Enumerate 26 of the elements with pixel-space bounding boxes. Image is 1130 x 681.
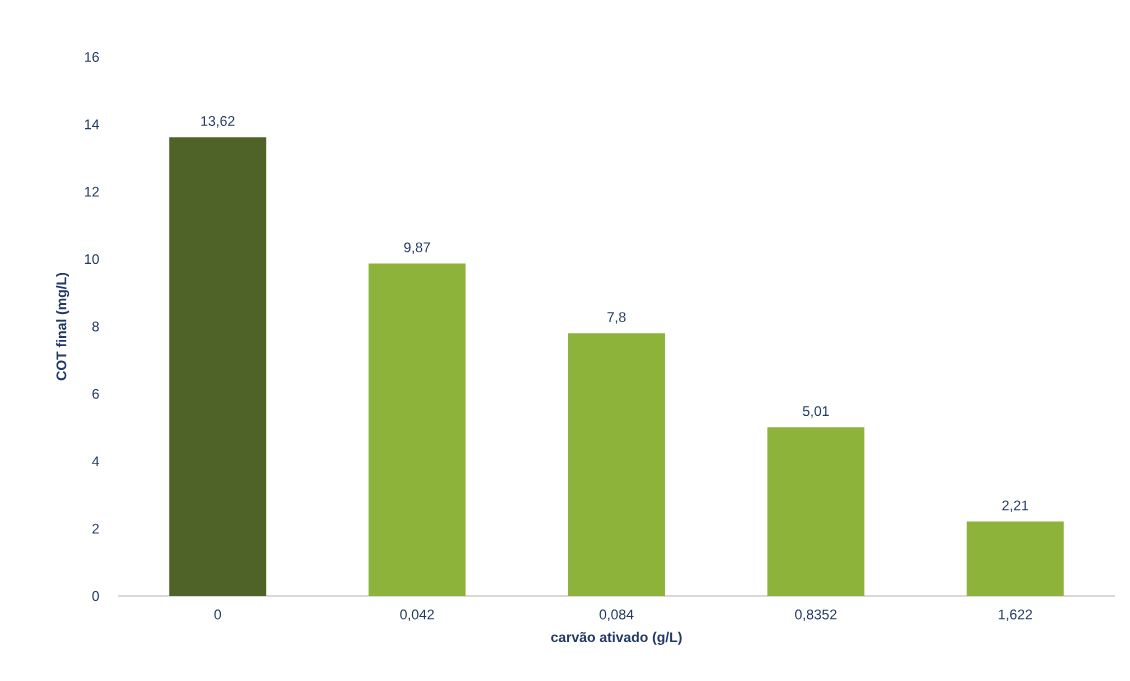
y-tick-label: 6 — [92, 388, 99, 399]
data-label: 13,62 — [201, 116, 235, 128]
x-tick-label: 0,084 — [599, 609, 634, 622]
bar — [567, 333, 665, 596]
y-axis-title: COT final (mg/L) — [56, 272, 70, 381]
y-tick-label: 10 — [85, 254, 99, 265]
y-tick-label: 8 — [92, 321, 99, 332]
bar — [767, 427, 865, 596]
x-tick-label: 0 — [214, 609, 222, 620]
y-tick-label: 0 — [92, 591, 99, 601]
x-tick-label: 0,8352 — [795, 609, 837, 622]
y-tick-label: 2 — [92, 523, 99, 534]
bar — [368, 263, 466, 596]
bar — [169, 137, 267, 596]
data-label: 7,8 — [607, 312, 626, 324]
y-tick-label: 4 — [92, 456, 100, 467]
data-label: 5,01 — [802, 406, 829, 418]
y-tick-label: 16 — [85, 52, 99, 62]
data-label: 2,21 — [1002, 500, 1029, 513]
x-tick-label: 0,042 — [400, 609, 434, 622]
x-tick-label: 1,622 — [998, 609, 1033, 622]
y-tick-label: 12 — [85, 186, 99, 197]
data-label: 9,87 — [404, 242, 430, 254]
y-tick-label: 14 — [85, 119, 100, 130]
x-axis-title: carvão ativado (g/L) — [551, 631, 682, 645]
bar — [966, 521, 1064, 596]
